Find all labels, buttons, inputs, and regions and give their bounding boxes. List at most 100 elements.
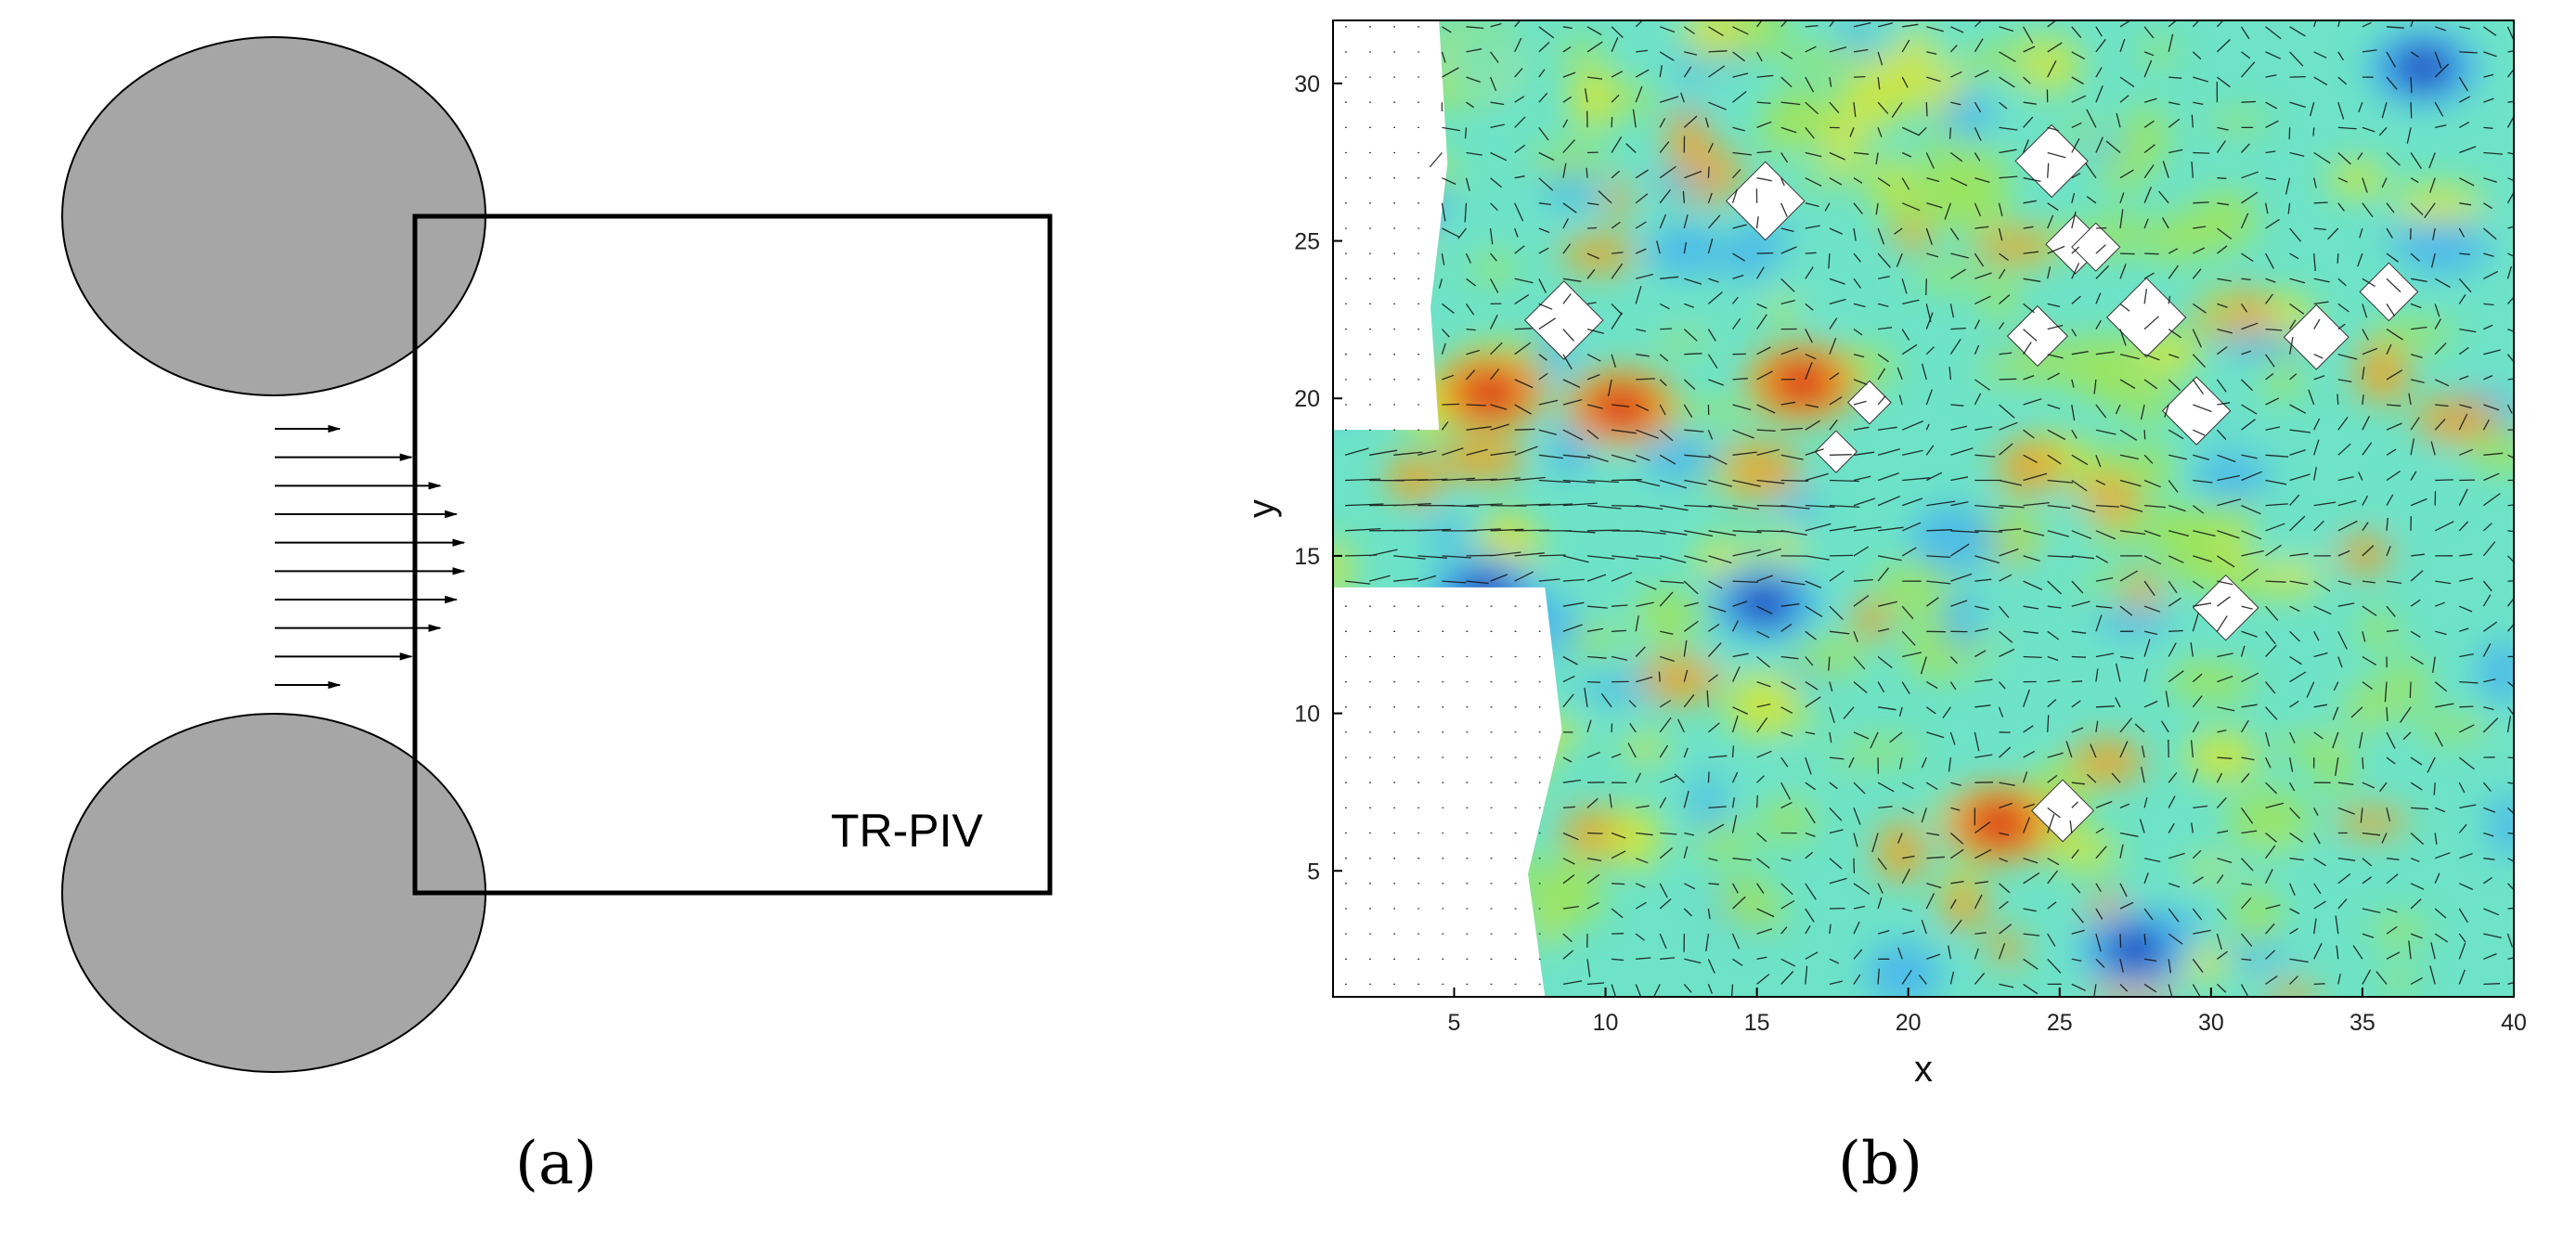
tr-piv-measurement-box xyxy=(412,213,1053,896)
vorticity-patch xyxy=(1653,331,1713,352)
vorticity-patch xyxy=(2354,341,2410,405)
vorticity-patch xyxy=(2044,504,2104,530)
vorticity-patch xyxy=(2265,982,2319,997)
vorticity-patch xyxy=(2186,860,2233,880)
vorticity-patch xyxy=(1608,807,1662,870)
vorticity-patch xyxy=(1939,881,1987,929)
vorticity-patch xyxy=(2227,788,2311,855)
vorticity-patch xyxy=(1875,820,1927,883)
vorticity-patch xyxy=(1603,180,1633,220)
vorticity-patch xyxy=(2142,214,2214,264)
vortex-core xyxy=(1588,385,1652,431)
vorticity-patch xyxy=(1845,739,1923,762)
vorticity-patch xyxy=(1980,355,2016,385)
masked-region xyxy=(1814,430,1858,473)
vortex-core xyxy=(2391,45,2455,90)
vorticity-patch xyxy=(2368,319,2456,349)
masked-region xyxy=(2283,304,2349,370)
vorticity-patch xyxy=(2221,942,2290,966)
vorticity-patch xyxy=(1448,203,1508,224)
vorticity-patch xyxy=(2205,288,2232,327)
vorticity-patch xyxy=(1560,235,1637,275)
masked-region xyxy=(1523,280,1604,360)
vorticity-patch xyxy=(2061,334,2142,400)
vortex-core xyxy=(2104,927,2168,973)
vorticity-patch xyxy=(1531,145,1611,179)
vorticity-patch xyxy=(1642,435,1717,483)
tr-piv-label: TR-PIV xyxy=(831,805,984,857)
vorticity-patch xyxy=(2272,733,2336,756)
vorticity-patch xyxy=(1634,654,1721,704)
vorticity-patch xyxy=(1448,32,1513,96)
vorticity-patch xyxy=(1522,865,1605,929)
vorticity-patch xyxy=(2476,639,2514,704)
vorticity-patch xyxy=(1473,252,1516,284)
vorticity-patch xyxy=(2382,489,2446,514)
velocity-vectors xyxy=(1344,20,2514,997)
vorticity-patch xyxy=(1569,64,1617,131)
masked-region xyxy=(2192,574,2259,641)
y-tick-label: 5 xyxy=(1307,859,1320,885)
y-tick-label: 20 xyxy=(1294,386,1320,412)
x-tick-label: 15 xyxy=(1744,1010,1770,1036)
vorticity-patch xyxy=(1791,638,1865,678)
x-tick-label: 10 xyxy=(1593,1010,1619,1036)
vorticity-patch xyxy=(1777,45,1865,72)
masked-region xyxy=(2071,222,2121,272)
vorticity-patch xyxy=(2189,425,2277,459)
vorticity-patch xyxy=(1865,940,1942,997)
vorticity-patch xyxy=(2206,112,2270,132)
vorticity-patch xyxy=(2068,447,2133,479)
vorticity-patch xyxy=(1648,588,1690,649)
panel-b-vorticity-field: 5 10 15 20 25 30 35 40 5 10 15 20 25 30 x y (b) xyxy=(1241,19,2527,1198)
vorticity-patch xyxy=(1333,537,1351,601)
vorticity-patch xyxy=(1774,746,1851,783)
vorticity-patch xyxy=(1764,298,1800,318)
x-tick-label: 20 xyxy=(1896,1010,1922,1036)
vorticity-patch xyxy=(2001,623,2041,687)
x-tick-label: 40 xyxy=(2501,1010,2527,1036)
vortex-core xyxy=(1731,580,1795,626)
masked-region xyxy=(2031,779,2095,843)
vorticity-patch xyxy=(1436,438,1526,483)
vorticity-patch xyxy=(1909,505,1998,572)
vorticity-patch xyxy=(2401,221,2491,275)
vorticity-patch xyxy=(1641,56,1670,78)
vorticity-patch xyxy=(2414,395,2501,444)
vortex-core xyxy=(1770,360,1834,406)
vorticity-patch xyxy=(1549,422,1590,479)
x-axis-ticks: 5 10 15 20 25 30 35 40 xyxy=(1448,988,2527,1036)
vorticity-patch xyxy=(1705,541,1750,562)
x-axis-label: x xyxy=(1914,1049,1933,1090)
vorticity-patch xyxy=(1663,402,1753,424)
vorticity-patch xyxy=(1988,930,2025,965)
vorticity-patch xyxy=(1837,71,1900,136)
vorticity-patch xyxy=(2003,695,2038,743)
vorticity-patch xyxy=(1877,559,1958,611)
vorticity-patch xyxy=(1690,824,1757,859)
y-axis-ticks: 5 10 15 20 25 30 xyxy=(1294,71,1342,885)
y-tick-label: 25 xyxy=(1294,229,1320,255)
vorticity-patch xyxy=(1726,672,1800,738)
vorticity-patch xyxy=(1772,524,1799,578)
vorticity-patch xyxy=(1856,165,1890,189)
vorticity-patch xyxy=(1593,491,1672,529)
vorticity-patch xyxy=(2358,611,2398,651)
vorticity-patch xyxy=(1937,178,2013,233)
vorticity-patch xyxy=(1916,263,1979,290)
vorticity-patch xyxy=(1577,598,1630,626)
vorticity-patch xyxy=(1623,735,1668,761)
masked-region xyxy=(1333,587,1562,997)
vorticity-patch xyxy=(2416,716,2491,742)
vorticity-patch xyxy=(2167,663,2234,694)
masked-regions xyxy=(1333,20,2419,997)
vorticity-patch xyxy=(1553,40,1606,62)
y-tick-label: 30 xyxy=(1294,71,1320,97)
x-tick-label: 30 xyxy=(2198,1010,2224,1036)
quiver-arrows xyxy=(1344,20,2514,997)
vorticity-patch xyxy=(2488,792,2514,858)
vorticity-patch xyxy=(2088,136,2121,161)
masked-region xyxy=(1333,20,1448,431)
vorticity-patch xyxy=(1665,109,1709,159)
